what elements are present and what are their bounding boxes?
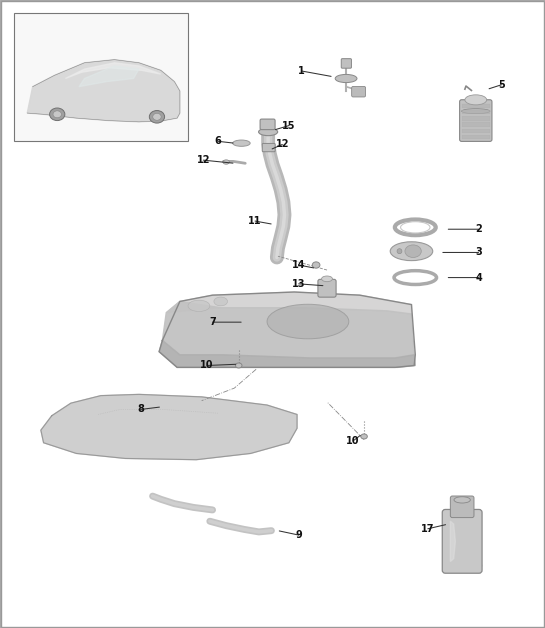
FancyBboxPatch shape <box>450 496 474 517</box>
Polygon shape <box>450 521 456 561</box>
Ellipse shape <box>405 245 421 257</box>
Text: 10: 10 <box>201 360 214 371</box>
Bar <box>462 122 490 127</box>
Polygon shape <box>41 394 297 460</box>
Text: 17: 17 <box>421 524 434 534</box>
Text: 12: 12 <box>276 139 289 149</box>
Ellipse shape <box>214 297 228 306</box>
Text: 10: 10 <box>347 436 360 446</box>
Ellipse shape <box>335 74 357 82</box>
Bar <box>462 104 490 108</box>
Polygon shape <box>27 60 180 122</box>
Text: 14: 14 <box>292 260 305 270</box>
Ellipse shape <box>188 300 210 311</box>
FancyBboxPatch shape <box>459 100 492 141</box>
Ellipse shape <box>223 160 229 164</box>
Ellipse shape <box>390 242 433 261</box>
Text: 1: 1 <box>298 66 305 76</box>
Text: 7: 7 <box>209 317 216 327</box>
FancyBboxPatch shape <box>352 87 366 97</box>
Text: 9: 9 <box>295 530 302 540</box>
Ellipse shape <box>267 305 349 339</box>
Ellipse shape <box>153 113 161 121</box>
Polygon shape <box>159 340 415 367</box>
Polygon shape <box>65 63 161 78</box>
Ellipse shape <box>149 111 165 123</box>
Ellipse shape <box>454 497 470 503</box>
Text: 3: 3 <box>475 247 482 257</box>
Text: 4: 4 <box>475 273 482 283</box>
Polygon shape <box>79 66 139 87</box>
Bar <box>14 13 188 141</box>
FancyBboxPatch shape <box>442 509 482 573</box>
Ellipse shape <box>446 560 483 571</box>
Ellipse shape <box>312 262 320 268</box>
Ellipse shape <box>50 108 65 121</box>
Ellipse shape <box>235 363 242 368</box>
Ellipse shape <box>397 249 402 254</box>
Ellipse shape <box>399 273 431 282</box>
Polygon shape <box>162 301 414 358</box>
Text: 12: 12 <box>197 155 210 165</box>
FancyBboxPatch shape <box>262 143 275 152</box>
Ellipse shape <box>361 434 367 439</box>
FancyBboxPatch shape <box>260 119 275 129</box>
Bar <box>462 110 490 114</box>
FancyBboxPatch shape <box>318 279 336 297</box>
Ellipse shape <box>258 128 278 136</box>
Ellipse shape <box>53 111 62 118</box>
Bar <box>462 129 490 133</box>
Ellipse shape <box>233 140 250 146</box>
Ellipse shape <box>322 276 332 281</box>
Polygon shape <box>166 292 411 314</box>
Ellipse shape <box>465 95 487 105</box>
Text: 5: 5 <box>498 80 505 90</box>
Ellipse shape <box>401 222 430 233</box>
Text: 2: 2 <box>475 224 482 234</box>
Ellipse shape <box>462 109 490 114</box>
Text: 6: 6 <box>215 136 221 146</box>
Text: 13: 13 <box>292 279 305 289</box>
FancyBboxPatch shape <box>341 58 352 68</box>
Text: 8: 8 <box>137 404 144 414</box>
Bar <box>462 135 490 139</box>
Text: 11: 11 <box>249 216 262 226</box>
Text: 15: 15 <box>282 121 295 131</box>
Bar <box>462 116 490 121</box>
